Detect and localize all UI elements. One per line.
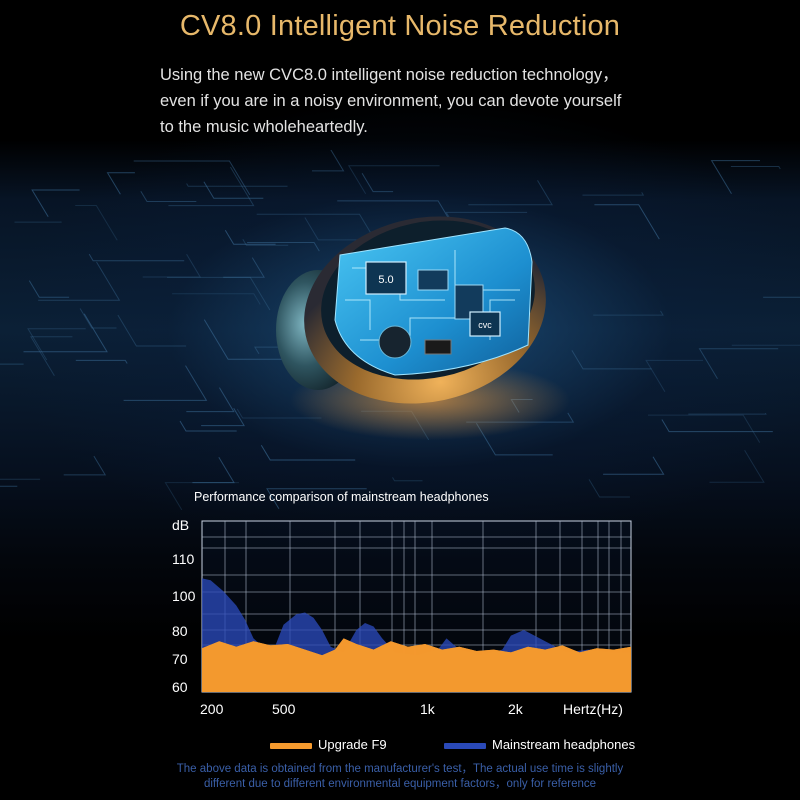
intro-line-3: to the music wholeheartedly.	[160, 118, 368, 136]
circuit-trace	[31, 189, 80, 218]
intro-line-2: even if you are in a noisy environment, …	[160, 92, 622, 110]
circuit-trace	[203, 181, 264, 199]
circuit-trace	[172, 293, 261, 305]
circuit-trace	[38, 261, 121, 301]
circuit-trace	[168, 166, 255, 207]
x-axis-label: Hertz(Hz)	[563, 701, 623, 717]
circuit-trace	[140, 190, 197, 202]
circuit-trace	[688, 412, 767, 415]
circuit-trace	[603, 456, 665, 475]
circuit-trace	[648, 414, 761, 443]
y-tick-label: 70	[172, 651, 188, 667]
legend-label-mainstream: Mainstream headphones	[492, 737, 636, 752]
legend-item-upgrade-f9: Upgrade F9	[270, 737, 387, 757]
y-tick-label: 80	[172, 623, 188, 639]
circuit-trace	[123, 365, 208, 401]
circuit-trace	[571, 350, 652, 370]
circuit-trace	[27, 328, 86, 361]
chart-series	[202, 578, 631, 692]
pcb-component	[378, 325, 412, 359]
y-axis-label: dB	[172, 517, 189, 533]
circuit-trace	[28, 280, 70, 298]
circuit-trace	[117, 314, 187, 347]
chip-cvc	[469, 311, 501, 337]
circuit-trace	[247, 242, 320, 252]
circuit-trace	[223, 257, 265, 278]
circuit-trace	[75, 205, 118, 241]
circuit-trace	[594, 204, 660, 240]
circuit-trace	[468, 180, 553, 206]
circuit-trace	[266, 488, 367, 509]
legend-swatch-orange	[270, 742, 312, 749]
chart-axis-labels: dB 60 70 80 100 110 200 500 1k 2k Hertz(Hz)	[172, 517, 623, 717]
circuit-trace	[698, 348, 779, 379]
circuit-trace	[260, 444, 356, 461]
circuit-trace	[645, 359, 704, 392]
circuit-trace	[192, 457, 235, 484]
disclaimer-line-2: different due to different environmental…	[203, 778, 597, 790]
circuit-trace	[730, 166, 781, 170]
circuit-trace	[588, 479, 630, 498]
circuit-trace	[30, 336, 73, 377]
circuit-trace	[63, 455, 107, 476]
circuit-trace	[203, 319, 288, 360]
y-tick-label: 60	[172, 679, 188, 695]
x-tick-label: 2k	[508, 701, 524, 717]
intro-line-1: Using the new CVC8.0 intelligent noise r…	[160, 66, 619, 84]
circuit-trace	[14, 221, 62, 223]
circuit-trace	[186, 183, 288, 187]
disclaimer-line-1: The above data is obtained from the manu…	[176, 763, 624, 775]
circuit-trace	[186, 387, 235, 413]
x-tick-label: 500	[272, 701, 296, 717]
disclaimer: The above data is obtained from the manu…	[150, 762, 650, 792]
circuit-trace	[763, 296, 800, 298]
series-area-upgrade-f9-top	[202, 638, 631, 692]
circuit-trace	[312, 150, 345, 172]
circuit-trace	[79, 308, 117, 329]
legend-swatch-blue	[444, 742, 486, 749]
circuit-trace	[392, 477, 423, 482]
circuit-trace	[0, 363, 24, 365]
circuit-trace	[710, 160, 760, 194]
legend-label-upgrade-f9: Upgrade F9	[318, 737, 387, 752]
circuit-trace	[236, 408, 322, 419]
circuit-trace	[0, 478, 41, 480]
x-tick-label: 200	[200, 701, 224, 717]
circuit-trace	[75, 359, 128, 364]
circuit-trace	[133, 160, 251, 196]
chart-title: Performance comparison of mainstream hea…	[194, 490, 489, 504]
circuit-trace	[201, 408, 245, 427]
circuit-trace	[179, 420, 237, 432]
y-tick-label: 100	[172, 588, 196, 604]
page-title: CV8.0 Intelligent Noise Reduction	[179, 10, 621, 42]
circuit-trace	[242, 239, 289, 246]
circuit-trace	[106, 172, 135, 195]
chip-cvc-label: cvc	[478, 320, 492, 330]
x-tick-label: 1k	[420, 701, 436, 717]
circuit-trace	[661, 419, 773, 433]
circuit-trace	[23, 313, 108, 353]
chip-5-0-label: 5.0	[378, 274, 393, 286]
intro-text: Using the new CVC8.0 intelligent noise r…	[160, 62, 760, 140]
circuit-trace	[361, 173, 394, 193]
circuit-trace	[88, 253, 185, 262]
circuit-trace	[347, 165, 440, 194]
circuit-trace	[224, 229, 276, 245]
legend-item-mainstream: Mainstream headphones	[444, 737, 635, 757]
y-tick-label: 110	[172, 551, 195, 567]
circuit-trace	[593, 310, 664, 316]
circuit-trace	[167, 276, 271, 311]
circuit-trace	[142, 254, 202, 278]
earbud-image: 5.0 cvc	[276, 216, 570, 440]
circuit-trace	[337, 200, 451, 222]
circuit-trace	[731, 344, 800, 346]
chip-5-0	[365, 261, 407, 295]
circuit-trace	[709, 449, 765, 483]
circuit-trace	[582, 192, 645, 196]
